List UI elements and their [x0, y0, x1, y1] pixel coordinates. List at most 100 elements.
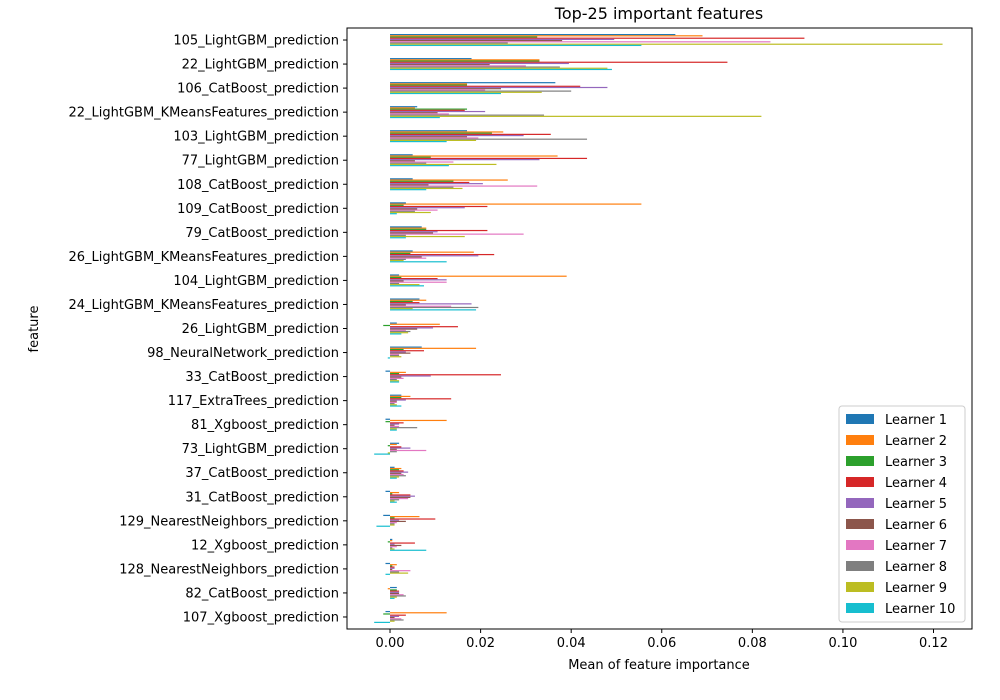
bar — [390, 86, 608, 89]
bar — [390, 181, 470, 184]
bar — [390, 237, 406, 239]
bar — [390, 523, 395, 525]
bar — [390, 497, 409, 500]
legend-swatch — [846, 477, 874, 487]
y-tick-label: 31_CatBoost_prediction — [185, 490, 339, 505]
y-tick-label: 79_CatBoost_prediction — [185, 226, 339, 241]
bar — [390, 594, 404, 596]
bar — [390, 500, 395, 502]
bar — [390, 298, 420, 300]
x-axis-label: Mean of feature importance — [568, 658, 750, 673]
bar — [387, 452, 391, 454]
y-tick-label: 77_LightGBM_prediction — [182, 154, 339, 169]
bar — [390, 448, 397, 450]
legend-swatch — [846, 561, 874, 571]
bar — [390, 398, 452, 400]
bar — [390, 88, 501, 90]
bar — [390, 250, 413, 252]
bar — [390, 374, 501, 376]
bar — [390, 543, 395, 545]
y-tick-label: 73_LightGBM_prediction — [182, 442, 339, 457]
bar — [390, 285, 424, 287]
bar — [390, 59, 540, 61]
bar — [390, 85, 581, 87]
bar — [390, 443, 397, 446]
bar — [390, 280, 404, 282]
bar — [390, 401, 397, 404]
y-tick-label: 37_CatBoost_prediction — [185, 466, 339, 481]
bar — [390, 210, 415, 212]
bar — [387, 588, 391, 590]
bar — [390, 356, 402, 358]
bar — [390, 83, 468, 85]
bar — [390, 618, 402, 620]
bar — [390, 377, 404, 379]
bar — [390, 469, 400, 471]
bar — [390, 276, 402, 279]
bar — [390, 327, 434, 329]
bar — [390, 227, 427, 229]
bar — [390, 257, 427, 259]
bar — [390, 466, 395, 468]
bar — [390, 300, 413, 303]
bar — [390, 378, 397, 381]
bar — [390, 160, 415, 162]
bar — [390, 35, 703, 37]
bar — [390, 89, 486, 91]
bar — [385, 573, 391, 575]
bar — [390, 308, 413, 310]
bar — [390, 467, 402, 470]
bar — [390, 154, 413, 156]
bar — [390, 92, 501, 95]
bar — [390, 38, 615, 41]
bar — [390, 565, 393, 567]
bar — [390, 282, 400, 285]
legend-swatch — [846, 414, 874, 424]
bar — [390, 375, 431, 377]
bar — [390, 140, 447, 143]
bar — [390, 544, 402, 547]
legend-swatch — [846, 498, 874, 508]
bar — [390, 64, 490, 66]
bar — [390, 397, 402, 399]
y-tick-label: 22_LightGBM_prediction — [182, 58, 339, 73]
legend: Learner 1 Learner 2 Learner 3 Learner 4 Lear… — [838, 405, 966, 623]
bar — [390, 155, 558, 157]
bar — [390, 540, 393, 542]
bar — [390, 322, 397, 324]
bar — [376, 525, 391, 527]
legend-label: Learner 5 — [885, 497, 947, 512]
bar — [390, 107, 415, 109]
bar — [390, 501, 397, 503]
bar — [390, 84, 468, 86]
bar — [387, 445, 391, 447]
bar — [390, 211, 431, 214]
bar — [390, 137, 479, 139]
bar — [390, 394, 402, 396]
bar — [390, 596, 397, 598]
bar — [390, 493, 393, 495]
bar — [390, 549, 427, 551]
legend-label: Learner 9 — [885, 581, 947, 596]
bar — [390, 132, 492, 134]
bar — [390, 61, 728, 63]
bar — [390, 234, 406, 236]
legend-label: Learner 10 — [885, 602, 955, 617]
bar — [390, 304, 406, 306]
bar — [390, 161, 454, 163]
bar — [390, 68, 612, 71]
bar — [390, 306, 479, 309]
bar — [390, 586, 397, 589]
chart-title: Top-25 important features — [554, 4, 763, 23]
bar — [390, 352, 411, 354]
bar — [390, 354, 400, 357]
bar — [390, 395, 411, 398]
bar — [390, 186, 454, 188]
legend-swatch — [846, 456, 874, 466]
bar — [390, 184, 429, 186]
bar — [390, 564, 397, 566]
legend-label: Learner 8 — [885, 560, 947, 575]
y-tick-label: 107_Xgboost_prediction — [183, 610, 339, 625]
bar — [390, 115, 762, 117]
